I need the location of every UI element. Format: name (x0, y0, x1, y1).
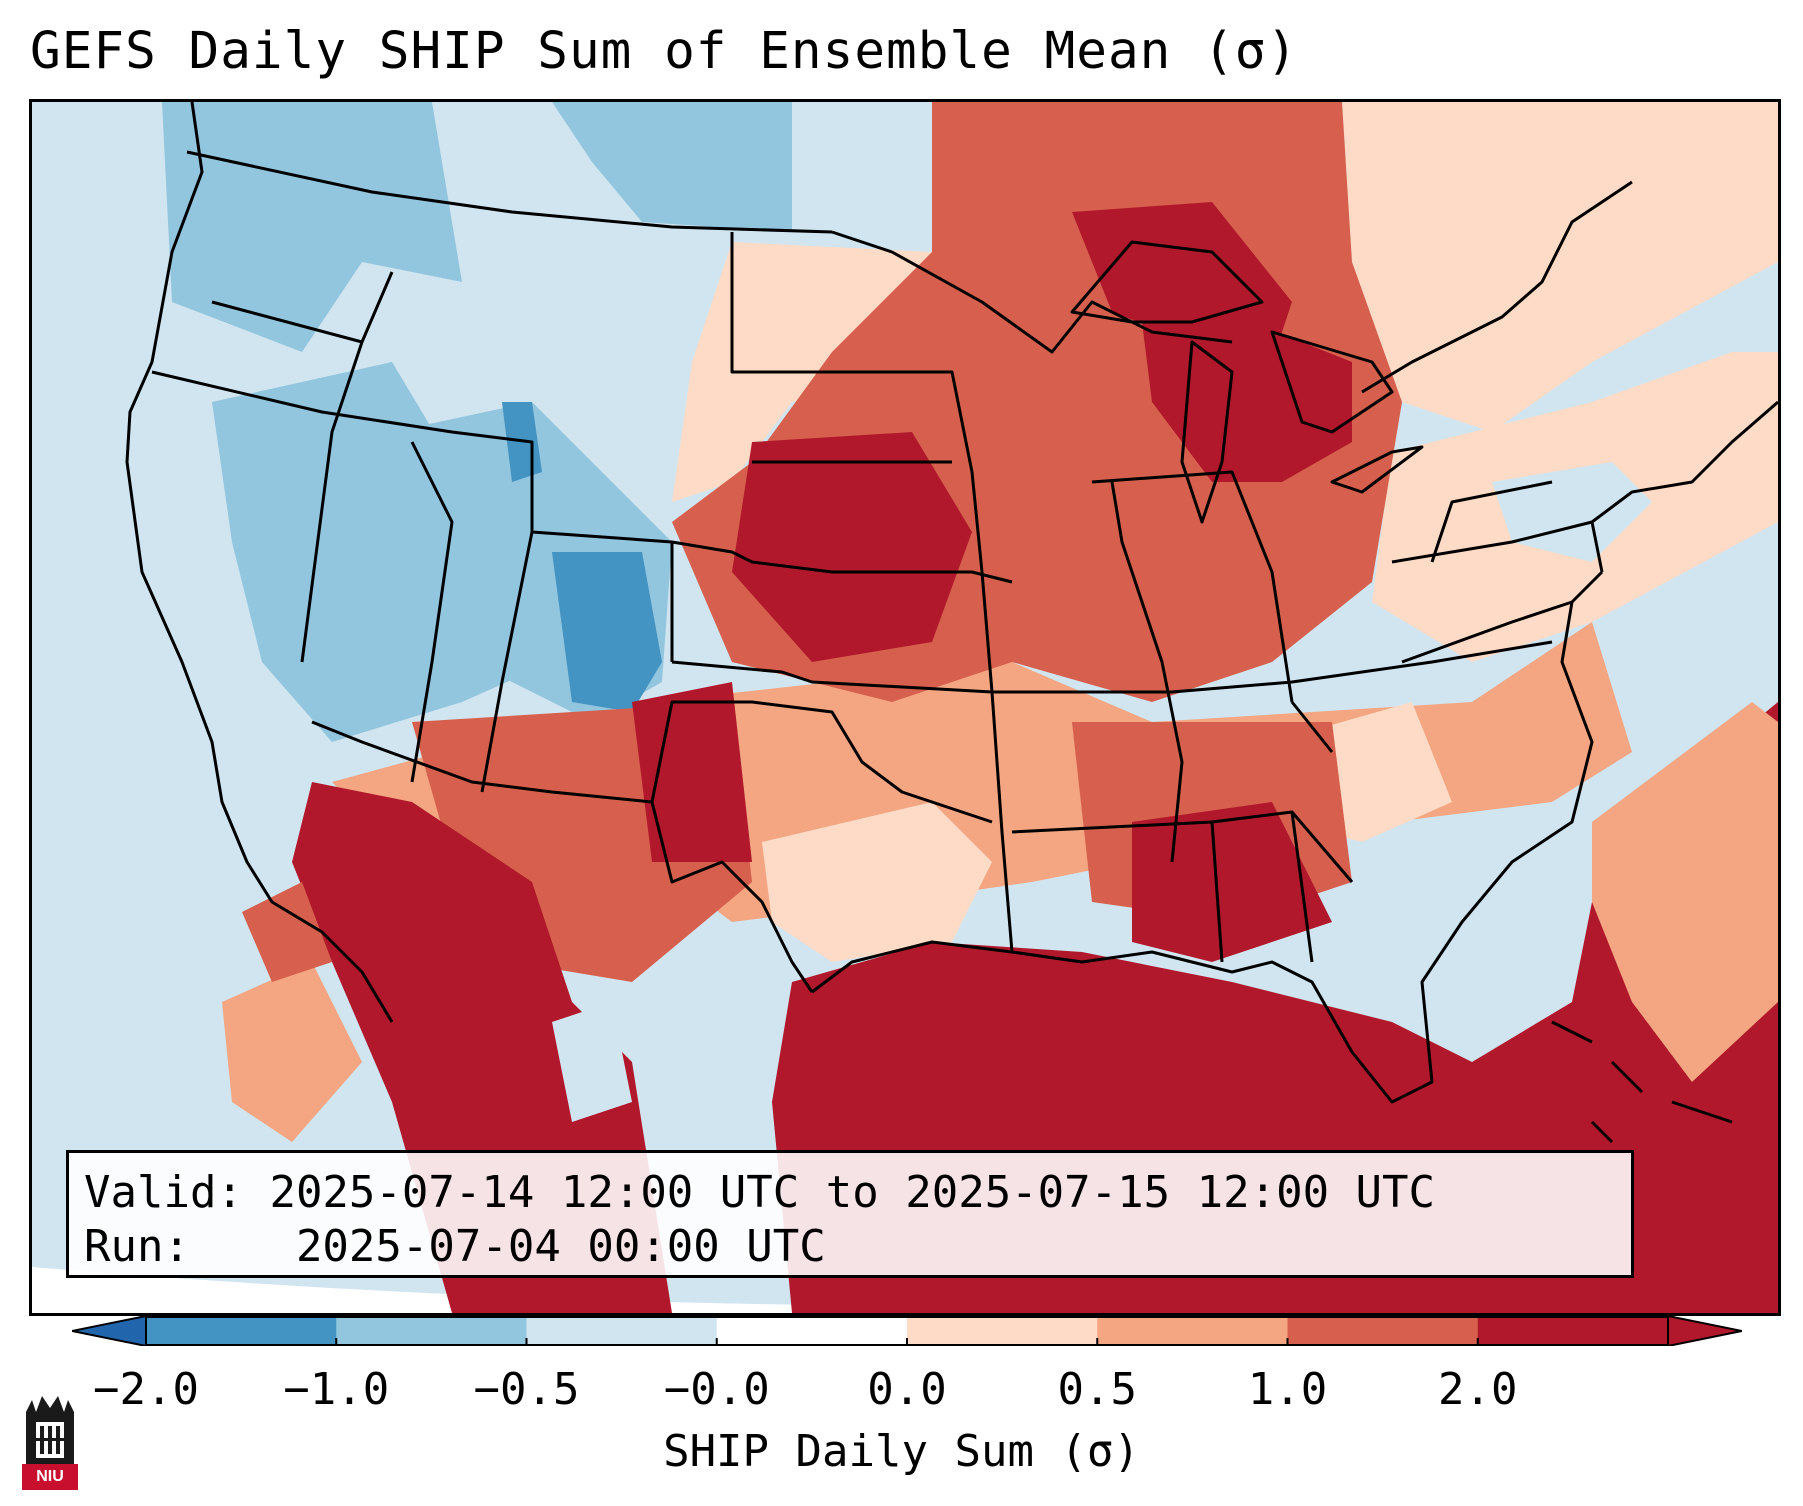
mexico-border (311, 720, 814, 993)
peach-anomaly-northeast (1342, 102, 1778, 432)
valid-label: Valid: (84, 1167, 243, 1218)
peach-anomaly-texas (762, 802, 992, 962)
canada-border-west (186, 150, 833, 234)
dark-red-nebraska-kansas (732, 432, 972, 662)
colorbar-segment (1287, 1316, 1479, 1346)
boundaries (125, 102, 1778, 1144)
canada-border-east (1361, 180, 1633, 394)
state-lines-east (992, 470, 1553, 963)
niu-logo: NIU (22, 1392, 78, 1490)
salmon-anomaly-atlantic (1592, 702, 1778, 1082)
run-text: 2025-07-04 00:00 UTC (295, 1221, 826, 1272)
anomaly-map (32, 102, 1778, 1313)
castle-icon (26, 1396, 74, 1464)
colorbar-tick-label: 2.0 (1438, 1364, 1518, 1415)
info-box: Valid: 2025-07-14 12:00 UTC to 2025-07-1… (66, 1150, 1634, 1278)
colorbar-segment (1477, 1316, 1669, 1346)
dark-red-gulf-coast (1132, 802, 1332, 962)
light-blue-mexico (552, 1002, 632, 1122)
colorbar-segment (716, 1316, 908, 1346)
colorbar-under-arrow (72, 1316, 147, 1346)
state-lines-plains (730, 232, 1184, 953)
colorbar-tick-label: 0.0 (867, 1364, 947, 1415)
colorbar-tick-label: 1.0 (1247, 1364, 1328, 1415)
strong-blue-colorado (552, 552, 662, 712)
canada-border-central (831, 230, 1233, 354)
map-panel (29, 99, 1781, 1316)
run-label: Run: (84, 1221, 190, 1272)
lake-superior (1070, 240, 1264, 324)
colorbar-segments (145, 1316, 1669, 1346)
blue-anomaly-montana (552, 102, 792, 232)
colorbar-segment (526, 1316, 718, 1346)
colorbar-tick-label: −2.0 (93, 1364, 199, 1415)
colorbar-segment (1097, 1316, 1288, 1346)
gulf-coastline (811, 570, 1604, 1104)
colorbar-segment (336, 1316, 527, 1346)
colorbar-tick-label: −1.0 (283, 1364, 390, 1415)
colorbar-segment (146, 1316, 337, 1346)
dark-red-michigan (1142, 322, 1352, 482)
lake-huron (1270, 330, 1394, 434)
salmon-anomaly-baja-coast (222, 962, 362, 1142)
state-lines-northeast (1391, 480, 1593, 664)
dark-red-new-mexico (632, 682, 752, 862)
colorbar (72, 1316, 1742, 1346)
caribbean-islands (1551, 1020, 1733, 1144)
map-title: GEFS Daily SHIP Sum of Ensemble Mean (σ) (30, 22, 1299, 81)
state-lines-mountain (410, 441, 993, 824)
colorbar-tick-label: 0.5 (1057, 1364, 1137, 1415)
colorbar-over-arrow (1667, 1316, 1742, 1346)
atlantic-coastline (1590, 400, 1778, 573)
blue-anomaly-nw (162, 102, 462, 352)
red-anomaly-baja (242, 882, 332, 982)
logo-text: NIU (22, 1464, 78, 1490)
colorbar-segment (907, 1316, 1098, 1346)
colorbar-tick-label: −0.0 (663, 1364, 770, 1415)
valid-text: 2025-07-14 12:00 UTC to 2025-07-15 12:00… (269, 1167, 1436, 1218)
colorbar-label: SHIP Daily Sum (σ) (663, 1426, 1140, 1477)
west-coastline (125, 102, 394, 1023)
lake-erie (1330, 445, 1424, 494)
colorbar-tick-label: −0.5 (473, 1364, 580, 1415)
lake-michigan (1180, 340, 1234, 524)
